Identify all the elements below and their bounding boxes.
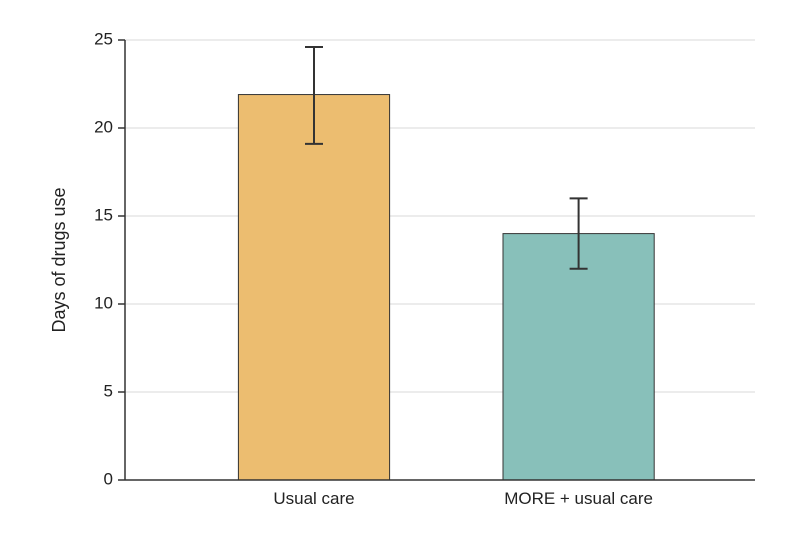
bar-chart: 0 5 10 15 20 25 Usual care MORE + usual care Day…	[0, 0, 794, 546]
category-label: Usual care	[273, 489, 354, 508]
bar	[503, 234, 654, 480]
y-tick-label: 25	[94, 29, 113, 48]
y-tick-label: 5	[104, 381, 113, 400]
y-tick-label: 0	[104, 469, 113, 488]
y-tick-label: 20	[94, 117, 113, 136]
y-axis-label: Days of drugs use	[49, 187, 69, 332]
bar	[238, 95, 389, 480]
y-tick-label: 10	[94, 293, 113, 312]
chart-container: 0 5 10 15 20 25 Usual care MORE + usual care Day…	[0, 0, 794, 546]
category-label: MORE + usual care	[504, 489, 653, 508]
y-tick-label: 15	[94, 205, 113, 224]
